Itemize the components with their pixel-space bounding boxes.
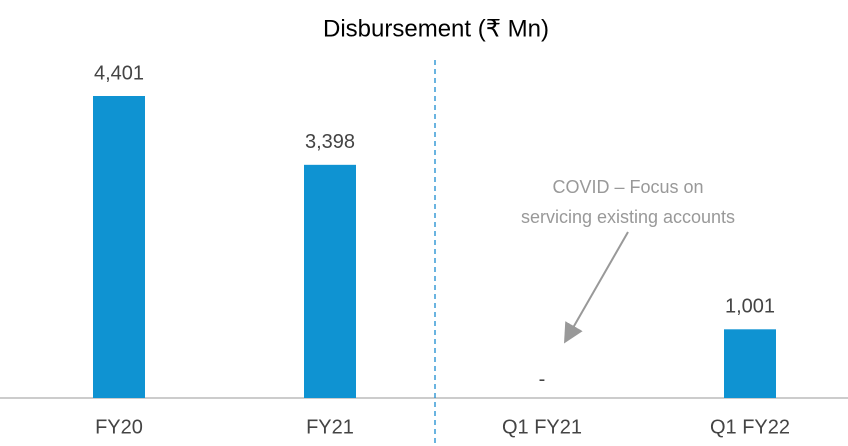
value-label: - xyxy=(539,368,546,390)
annotation: COVID – Focus on xyxy=(552,177,703,197)
x-tick-label: FY21 xyxy=(306,416,354,438)
x-tick-label: Q1 FY22 xyxy=(710,416,790,438)
x-tick-label: FY20 xyxy=(95,416,143,438)
bar xyxy=(304,164,356,398)
bar xyxy=(93,96,145,398)
annotation: servicing existing accounts xyxy=(521,207,735,227)
chart-title: Disbursement (₹ Mn) xyxy=(323,15,549,42)
bar xyxy=(724,329,776,398)
value-label: 3,398 xyxy=(305,131,355,153)
value-label: 1,001 xyxy=(725,296,775,318)
x-tick-label: Q1 FY21 xyxy=(502,416,582,438)
value-label: 4,401 xyxy=(94,62,144,84)
annotation-arrow xyxy=(564,231,629,344)
